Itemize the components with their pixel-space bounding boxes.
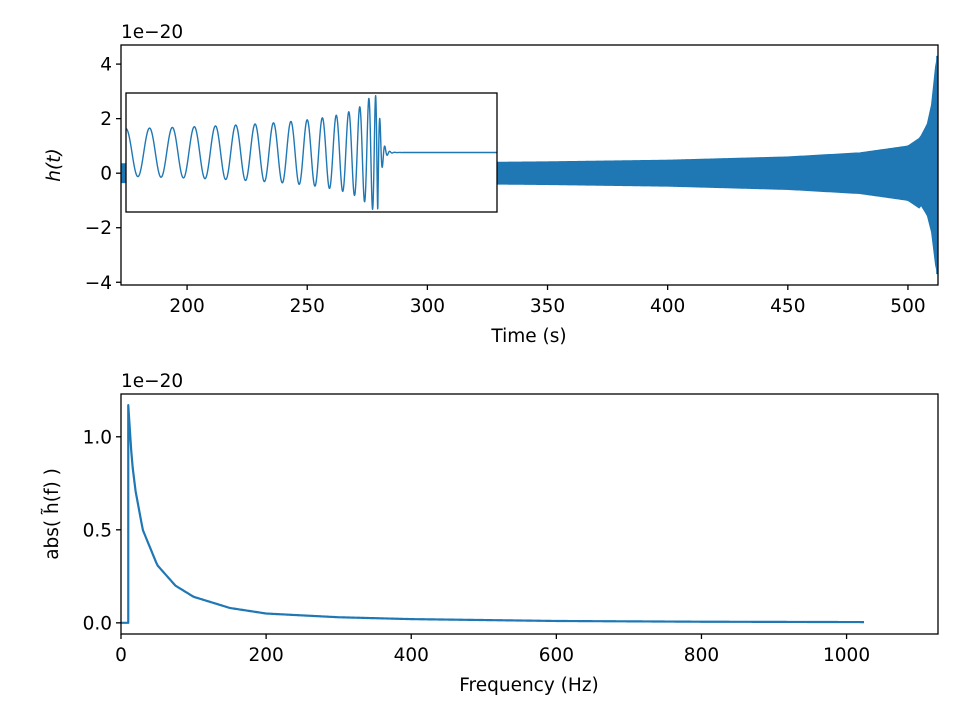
top-axes-frame: [120, 44, 939, 286]
top-xtick-label: 300: [410, 296, 445, 317]
inset-frame: [125, 92, 498, 213]
bottom-xtick-label: 1000: [823, 645, 870, 666]
top-ytick-label: −2: [85, 218, 112, 239]
bottom-axes-frame: [120, 393, 939, 635]
top-xtick-label: 500: [890, 296, 925, 317]
top-ylabel: h(t): [44, 148, 65, 181]
top-xtick-label: 350: [530, 296, 565, 317]
top-xlabel: Time (s): [490, 326, 566, 347]
inset-zoom: [125, 92, 498, 213]
frequency-domain-panel: 0 200 400 600 800 1000 0.0 0.5 1.0 1e−20 Frequen…: [42, 371, 939, 696]
frequency-series-layer: [121, 404, 864, 624]
bottom-tick-layer: 0 200 400 600 800 1000 0.0 0.5 1.0: [83, 427, 871, 666]
top-tick-layer: 200 250 300 350 400 450 500 −4 −2 0 2 4: [85, 55, 926, 317]
bottom-ytick-label: 1.0: [83, 427, 112, 448]
top-ytick-label: −4: [85, 273, 112, 294]
time-domain-panel: 200 250 300 350 400 450 500 −4 −2 0 2 4 1e−20 Time …: [44, 22, 939, 347]
bottom-xtick-label: 400: [394, 645, 429, 666]
inset-series-layer: [125, 94, 498, 210]
top-xtick-label: 250: [290, 296, 325, 317]
top-offset-text: 1e−20: [121, 22, 183, 43]
bottom-xtick-label: 600: [539, 645, 574, 666]
bottom-xlabel: Frequency (Hz): [459, 675, 599, 696]
top-ytick-label: 4: [100, 55, 112, 76]
top-ytick-label: 2: [100, 109, 112, 130]
bottom-xtick-label: 0: [115, 645, 127, 666]
bottom-ylabel: abs( h̃(f) ): [42, 468, 63, 560]
inset-waveform: [125, 94, 498, 210]
top-xtick-label: 200: [169, 296, 204, 317]
top-ytick-label: 0: [100, 164, 112, 185]
bottom-offset-text: 1e−20: [121, 371, 183, 392]
top-xtick-label: 400: [650, 296, 685, 317]
bottom-ytick-label: 0.0: [83, 613, 112, 634]
bottom-xtick-label: 200: [248, 645, 283, 666]
top-xtick-label: 450: [770, 296, 805, 317]
bottom-xtick-label: 800: [684, 645, 719, 666]
bottom-ytick-label: 0.5: [83, 520, 112, 541]
spectrum-line: [121, 404, 864, 624]
